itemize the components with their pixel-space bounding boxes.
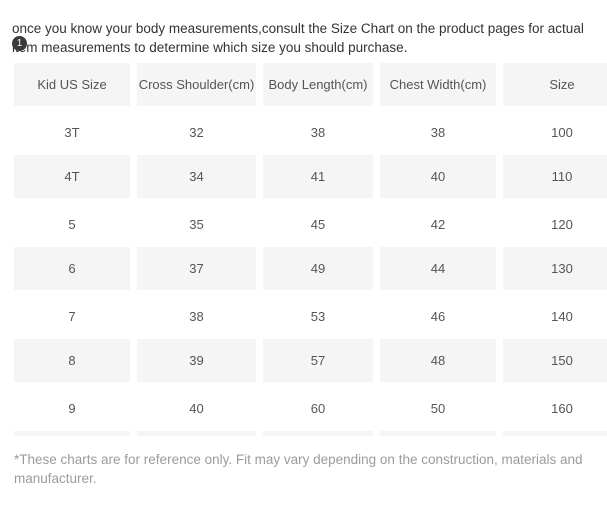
table-cell: [263, 431, 373, 436]
table-cell: 41: [263, 155, 373, 201]
table-cell: 7: [68, 308, 76, 324]
table-cell: 53: [310, 308, 326, 324]
table-row: 6 37 49 44 130: [14, 247, 607, 293]
table-row-partial: [14, 431, 607, 436]
table-cell: 110: [503, 155, 607, 201]
table-header-row: Kid US Size Cross Shoulder(cm) Body Leng…: [14, 63, 607, 109]
table-row: 4T 34 41 40 110: [14, 155, 607, 201]
table-cell: 32: [189, 124, 204, 140]
intro-paragraph: once you know your body measurements,con…: [12, 20, 584, 55]
table-cell: [503, 431, 607, 436]
column-header-body-length: Body Length(cm): [263, 63, 373, 109]
size-chart-table: Kid US Size Cross Shoulder(cm) Body Leng…: [14, 63, 607, 436]
table-cell: 60: [310, 400, 326, 416]
table-cell: 3T: [64, 124, 80, 140]
table-cell: 44: [380, 247, 496, 293]
table-cell: 130: [503, 247, 607, 293]
column-header-chest-width: Chest Width(cm): [380, 63, 496, 109]
table-cell: [14, 431, 130, 436]
reference-footnote: *These charts are for reference only. Fi…: [14, 451, 583, 486]
table-cell: [137, 431, 256, 436]
table-row: 7 38 53 46 140: [14, 293, 607, 339]
table-row: 8 39 57 48 150: [14, 339, 607, 385]
table-row: 5 35 45 42 120: [14, 201, 607, 247]
table-cell: 4T: [14, 155, 130, 201]
table-cell: 57: [263, 339, 373, 385]
table-cell: 38: [189, 308, 204, 324]
table-cell: 42: [430, 216, 446, 232]
table-cell: 35: [189, 216, 204, 232]
table-cell: 100: [551, 124, 573, 140]
table-cell: 140: [551, 308, 573, 324]
table-cell: 46: [430, 308, 446, 324]
table-cell: 6: [14, 247, 130, 293]
table-cell: 9: [68, 400, 76, 416]
table-cell: 37: [137, 247, 256, 293]
column-header-kid-us-size: Kid US Size: [14, 63, 130, 109]
column-header-cross-shoulder: Cross Shoulder(cm): [137, 63, 256, 109]
table-row: 3T 32 38 38 100: [14, 109, 607, 155]
column-header-size: Size: [503, 63, 607, 109]
table-cell: 50: [430, 400, 446, 416]
table-cell: [380, 431, 496, 436]
table-cell: 39: [137, 339, 256, 385]
table-cell: 40: [380, 155, 496, 201]
table-cell: 160: [551, 400, 573, 416]
table-cell: 45: [310, 216, 326, 232]
table-cell: 8: [14, 339, 130, 385]
table-cell: 5: [68, 216, 76, 232]
table-cell: 38: [430, 124, 446, 140]
table-cell: 48: [380, 339, 496, 385]
table-cell: 120: [551, 216, 573, 232]
table-row: 9 40 60 50 160: [14, 385, 607, 431]
table-cell: 40: [189, 400, 204, 416]
step-number-badge: 1: [12, 36, 27, 51]
table-cell: 38: [310, 124, 326, 140]
table-cell: 34: [137, 155, 256, 201]
table-cell: 150: [503, 339, 607, 385]
table-cell: 49: [263, 247, 373, 293]
